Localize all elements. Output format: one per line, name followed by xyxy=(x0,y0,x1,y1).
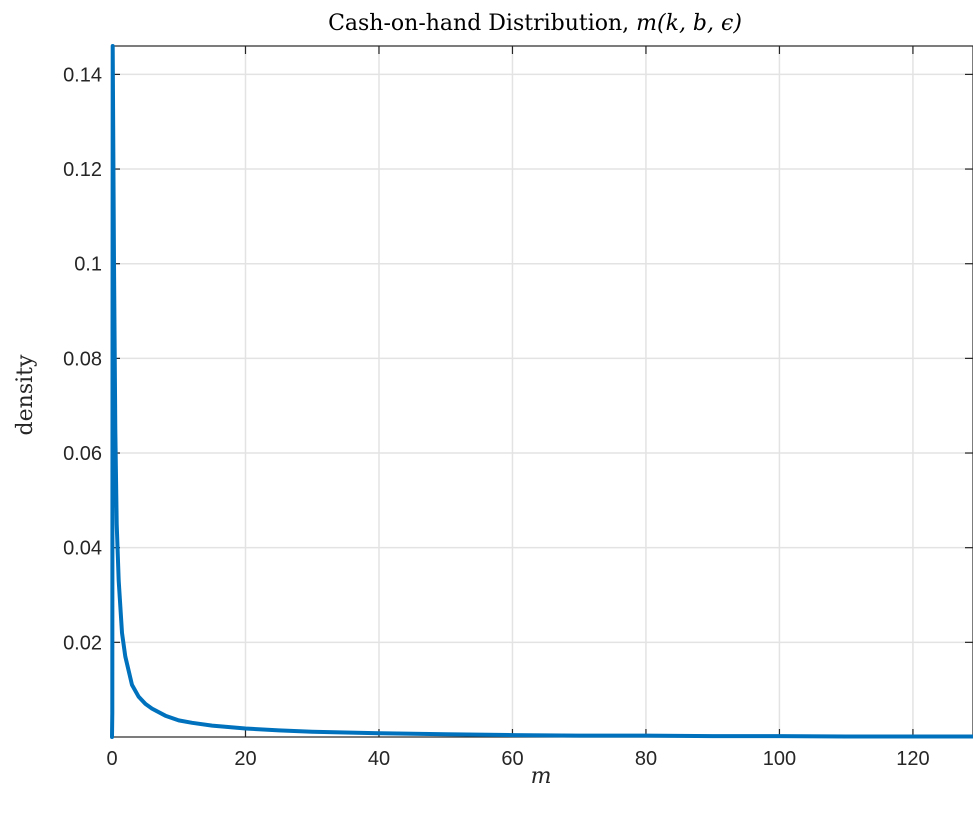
x-tick-label: 100 xyxy=(763,748,796,770)
chart-title-math: m(k, b, ϵ) xyxy=(636,11,742,36)
plot-frame xyxy=(111,45,973,738)
y-tick-label: 0.02 xyxy=(63,632,102,654)
x-tick-label: 120 xyxy=(896,748,929,770)
chart-title: Cash-on-hand Distribution, m(k, b, ϵ) xyxy=(328,11,742,36)
tick-labels: 0 20 40 60 80 100 120 0.02 0.04 0.06 0.08 0.1 0.12 0.… xyxy=(63,64,930,770)
y-tick-label: 0.08 xyxy=(63,348,102,370)
x-tick-label: 60 xyxy=(501,748,523,770)
y-tick-label: 0.1 xyxy=(74,254,102,276)
series-line xyxy=(110,44,973,739)
x-tick-label: 20 xyxy=(234,748,256,770)
x-tick-label: 40 xyxy=(368,748,390,770)
x-axis-label: m xyxy=(531,764,552,789)
y-tick-label: 0.14 xyxy=(63,64,102,86)
series-layer xyxy=(110,44,973,739)
y-axis-label: density xyxy=(13,354,38,435)
y-tick-label: 0.06 xyxy=(63,443,102,465)
x-tick-label: 0 xyxy=(106,748,117,770)
grid xyxy=(112,46,973,737)
y-tick-label: 0.04 xyxy=(63,538,102,560)
chart-title-text: Cash-on-hand Distribution, xyxy=(328,11,636,36)
ticks xyxy=(111,46,973,737)
x-tick-label: 80 xyxy=(635,748,657,770)
y-tick-label: 0.12 xyxy=(63,159,102,181)
